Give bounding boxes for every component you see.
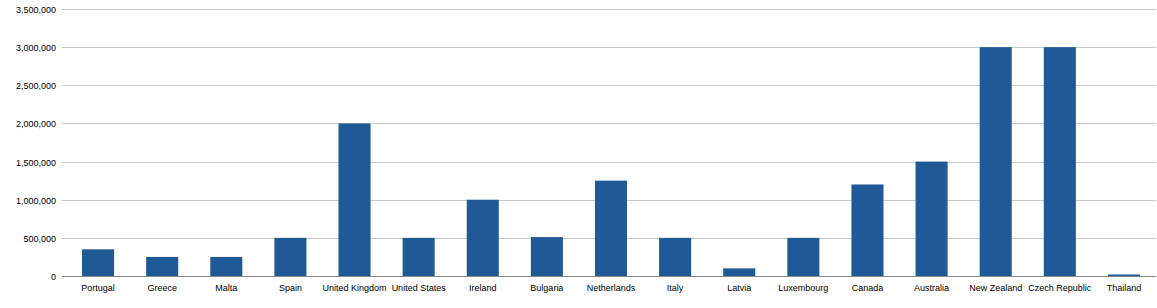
bars xyxy=(82,47,1140,276)
bar xyxy=(339,123,371,276)
x-tick-label: Malta xyxy=(215,283,237,293)
bar xyxy=(146,257,178,276)
y-tick-label: 1,000,000 xyxy=(16,196,56,206)
grid-line xyxy=(62,276,1156,277)
y-tick-label: 3,500,000 xyxy=(16,5,56,15)
bar xyxy=(723,268,755,276)
x-tick-label: Spain xyxy=(279,283,302,293)
bar xyxy=(531,237,563,276)
bar xyxy=(980,47,1012,276)
x-tick-label: Thailand xyxy=(1107,283,1142,293)
bar xyxy=(787,238,819,276)
chart: 0 500,000 1,000,000 1,500,000 2,000,000 2,500… xyxy=(0,0,1157,308)
grid-line xyxy=(62,9,1156,10)
bar xyxy=(82,249,114,276)
y-tick-label: 0 xyxy=(51,272,56,282)
bar xyxy=(659,238,691,276)
x-tick-label: Italy xyxy=(667,283,684,293)
x-tick-label: Portugal xyxy=(81,283,115,293)
x-tick-label: Greece xyxy=(147,283,177,293)
bar xyxy=(403,238,435,276)
x-tick-label: United States xyxy=(392,283,447,293)
y-tick-label: 2,500,000 xyxy=(16,81,56,91)
y-tick-label: 3,000,000 xyxy=(16,43,56,53)
x-axis xyxy=(66,276,1156,277)
bar xyxy=(210,257,242,276)
x-tick-label: Netherlands xyxy=(587,283,636,293)
bar xyxy=(1044,47,1076,276)
bar xyxy=(595,181,627,276)
x-tick-label: United Kingdom xyxy=(323,283,387,293)
grid xyxy=(62,10,1156,277)
x-tick-label: Australia xyxy=(914,283,949,293)
y-tick-label: 1,500,000 xyxy=(16,158,56,168)
x-tick-label: Bulgaria xyxy=(530,283,563,293)
bar xyxy=(467,200,499,276)
x-tick-label: Canada xyxy=(852,283,884,293)
x-tick-label: Czech Republic xyxy=(1028,283,1092,293)
y-tick-label: 500,000 xyxy=(23,234,56,244)
y-tick-label: 2,000,000 xyxy=(16,119,56,129)
x-tick-label: Latvia xyxy=(727,283,751,293)
x-tick-label: Luxembourg xyxy=(778,283,828,293)
bar xyxy=(916,162,948,276)
x-tick-label: New Zealand xyxy=(969,283,1022,293)
x-tick-label: Ireland xyxy=(469,283,497,293)
bar xyxy=(1108,274,1140,276)
bar xyxy=(851,184,883,276)
bar xyxy=(274,238,306,276)
